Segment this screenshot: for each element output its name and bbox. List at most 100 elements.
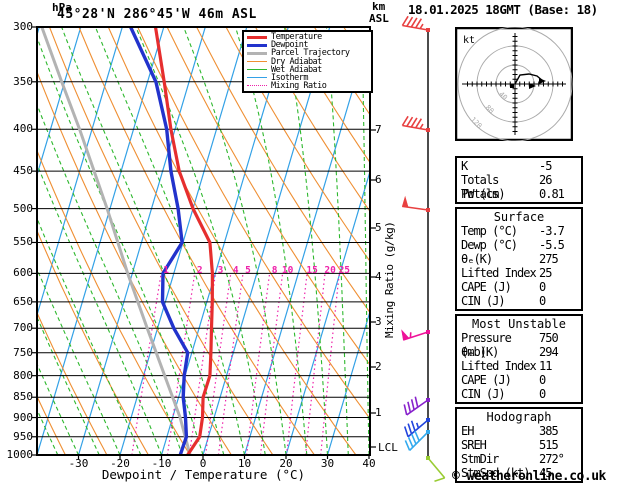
stat-row: K -5 [457, 159, 581, 173]
mixing-ratio-value: 15 [306, 265, 318, 276]
pressure-tick-label: 550 [13, 235, 33, 249]
wet-adiabat-line [61, 27, 225, 455]
copyright: © weatheronline.co.uk [452, 469, 606, 484]
dry-adiabat-line [37, 395, 66, 455]
stat-value: -5 [539, 159, 552, 173]
stat-row: θₑ(K) 275 [457, 252, 581, 266]
legend-item: Wet Adiabat [246, 64, 369, 75]
hodograph-ring-label: 40 [497, 90, 509, 102]
temp-tick-label: 30 [320, 457, 335, 470]
mixing-ratio-value: 25 [339, 265, 351, 276]
wet-adiabat-line [361, 27, 370, 455]
altitude-unit-asl-label: ASL [369, 12, 389, 25]
km-level-label: 5 [375, 221, 382, 234]
hodograph-trace-arrow [539, 78, 546, 84]
wind-barb [401, 329, 429, 341]
pressure-tick-label: 450 [13, 164, 33, 178]
wind-level-marker [426, 330, 430, 334]
wind-barb [401, 195, 429, 211]
pressure-tick-label: 600 [13, 266, 33, 280]
pressure-tick-label: 950 [13, 429, 33, 443]
stat-value: 0.81 [539, 187, 565, 201]
hodograph-ring-label: 80 [484, 104, 496, 116]
stat-label: StmSpd (kt) [461, 466, 530, 480]
stat-value: 275 [539, 252, 559, 266]
pressure-tick-label: 800 [13, 368, 33, 382]
legend-item-label: Isotherm [271, 72, 308, 83]
km-level-label: 4 [375, 270, 382, 283]
pressure-tick-label: 850 [13, 390, 33, 404]
hodograph-inset: 40 80 120 kt [454, 26, 574, 142]
isotherm-line [326, 309, 370, 455]
stat-label: CAPE (J) [461, 280, 512, 294]
dry-adiabat-line [284, 27, 370, 164]
stat-row: StmSpd (kt) 45 [457, 466, 581, 480]
lcl-label: LCL [378, 441, 398, 454]
isotherm-line [285, 169, 370, 455]
hodograph-trace [514, 73, 544, 85]
stat-label: CIN (J) [461, 387, 506, 401]
km-level-label: 2 [375, 360, 382, 373]
stat-label: θₑ(K) [461, 252, 493, 266]
legend-line-sample [247, 77, 267, 79]
legend-item: Dewpoint [246, 40, 369, 50]
stat-label: K [461, 159, 468, 173]
stat-value: -3.7 [539, 224, 565, 238]
wind-level-marker [426, 418, 430, 422]
legend: Temperature Dewpoint Parcel Trajectory Dry … [242, 30, 373, 93]
mixing-ratio-value: 5 [245, 265, 251, 276]
stat-value: 25 [539, 266, 552, 280]
hodograph-origin-marker [510, 84, 514, 88]
wind-barb [401, 15, 429, 31]
temp-tick-label: 20 [279, 457, 293, 470]
km-level-label: 1 [375, 406, 382, 419]
temp-tick-label: 40 [362, 457, 376, 470]
stat-row: CIN (J) 0 [457, 387, 581, 401]
stat-row: CAPE (J) 0 [457, 373, 581, 387]
wind-barb [404, 430, 429, 451]
wind-barb [403, 419, 429, 438]
stat-label: Totals Totals [461, 173, 499, 201]
panel-box: Surface Temp (°C) -3.7 Dewp (°C) -5.5 θₑ(K) 27… [455, 207, 583, 311]
parcel-trajectory-curve [40, 27, 192, 455]
pressure-tick-label: 1000 [6, 448, 34, 461]
stat-label: EH [461, 424, 474, 438]
stat-value: 0 [539, 294, 546, 308]
panel-box: Hodograph EH 385 SREH 515 StmDir 272° StmSpd (k… [455, 407, 583, 483]
km-level-label: 6 [375, 173, 382, 186]
mixing-ratio-value: 8 [272, 265, 278, 276]
stat-row: CAPE (J) 0 [457, 280, 581, 294]
panel-box: K -5 Totals Totals 26 PW (cm) 0.81 [455, 156, 583, 204]
wind-level-marker [426, 398, 430, 402]
legend-line-sample [247, 35, 267, 39]
legend-item: Mixing Ratio [246, 81, 369, 91]
stat-value: 272° [539, 452, 565, 466]
legend-item-label: Wet Adiabat [271, 64, 322, 75]
panel-box-title: Surface [493, 210, 545, 224]
mixing-ratio-value: 10 [282, 265, 294, 276]
dry-adiabat-line [254, 27, 370, 213]
hodograph-unit-label: kt [463, 35, 475, 46]
mixing-ratio-value: 1 [163, 265, 169, 276]
mixing-ratio-line [217, 273, 244, 455]
stat-label: StmDir [461, 452, 499, 466]
isotherm-line [37, 27, 82, 177]
isotherm-line [37, 27, 165, 455]
pressure-tick-label: 750 [13, 345, 33, 359]
legend-item: Parcel Trajectory [246, 48, 369, 58]
stat-row: Pressure (mb) 750 [457, 331, 581, 359]
stat-row: θₑ (K) 294 [457, 345, 581, 359]
stat-label: Lifted Index [461, 359, 537, 373]
mixing-ratio-labels: 1 2 3 4 5 8 10 15 20 25 [163, 265, 350, 276]
dewpoint-curve [128, 27, 190, 455]
stat-row: SREH 515 [457, 438, 581, 452]
wind-level-marker [426, 208, 430, 212]
stat-value: 750 [539, 331, 559, 345]
stat-value: 0 [539, 280, 546, 294]
legend-item-label: Dry Adiabat [271, 56, 322, 67]
wet-adiabat-line [37, 103, 183, 455]
stat-label: θₑ (K) [461, 345, 499, 359]
stat-value: 385 [539, 424, 559, 438]
stat-row: Temp (°C) -3.7 [457, 224, 581, 238]
stat-label: PW (cm) [461, 187, 506, 201]
